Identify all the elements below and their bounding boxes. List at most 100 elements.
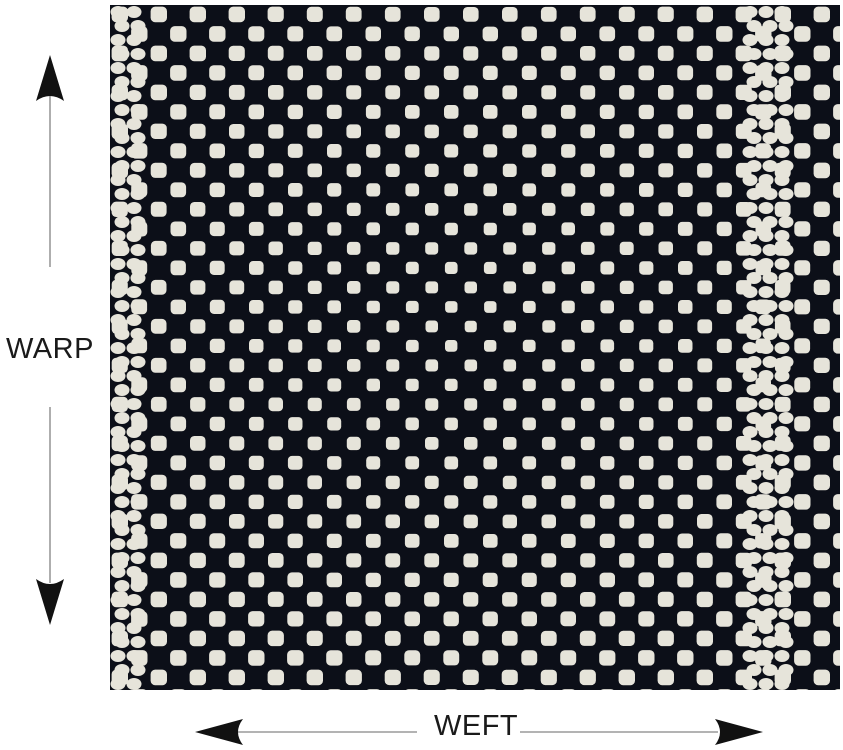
selvedge-thread (743, 174, 758, 186)
weft-float (248, 689, 264, 690)
weft-float (425, 164, 439, 177)
weft-float (814, 475, 830, 491)
selvedge-thread (759, 482, 774, 494)
selvedge-thread (743, 286, 758, 298)
selvedge-thread (131, 48, 146, 60)
weft-float (717, 222, 732, 236)
weft-float (619, 475, 634, 489)
selvedge-thread (743, 538, 758, 550)
selvedge-thread (131, 496, 146, 508)
selvedge-thread (115, 20, 130, 32)
weft-float (639, 222, 653, 236)
weft-float (425, 242, 438, 254)
selvedge-thread (759, 202, 774, 214)
weft-float (814, 163, 830, 179)
weft-float (269, 242, 283, 256)
selvedge-thread (775, 594, 790, 606)
weft-float (443, 650, 459, 665)
weft-float (209, 65, 225, 80)
weft-float (151, 514, 167, 529)
weft-float (542, 476, 556, 489)
selvedge-thread (127, 314, 142, 326)
selvedge-thread (131, 188, 146, 200)
weft-float (542, 359, 555, 371)
weft-float (639, 534, 654, 549)
weft-float (151, 202, 167, 217)
weft-float (794, 572, 810, 588)
weft-float (190, 46, 206, 62)
weft-float (483, 144, 497, 157)
selvedge-thread (131, 468, 146, 480)
weft-float (678, 300, 693, 314)
weft-float (209, 689, 225, 690)
selvedge-thread (763, 216, 778, 228)
weft-float (190, 163, 206, 178)
weft-float (406, 223, 419, 236)
weft-float (541, 46, 556, 61)
weft-float (326, 689, 342, 690)
selvedge-thread (127, 650, 142, 662)
weft-float (190, 514, 206, 529)
weft-float (503, 398, 516, 411)
weft-float (562, 301, 575, 314)
weft-float (229, 7, 245, 23)
selvedge-thread (779, 300, 794, 312)
selvedge-thread (763, 384, 778, 396)
weft-float (697, 46, 713, 61)
weft-float (581, 437, 595, 450)
selvedge-thread (115, 328, 130, 340)
weft-float (209, 611, 225, 627)
selvedge-thread (747, 188, 762, 200)
weft-float (639, 261, 653, 275)
selvedge-thread (759, 678, 774, 690)
selvedge-thread (743, 230, 758, 242)
weft-float (249, 534, 265, 549)
weft-float (697, 163, 712, 178)
selvedge-thread (111, 6, 126, 18)
weft-float (697, 7, 713, 23)
weft-float (307, 553, 322, 568)
weft-float (697, 397, 712, 411)
weft-float (794, 611, 810, 627)
weft-float (386, 359, 399, 371)
selvedge-thread (743, 566, 758, 578)
weft-float (697, 319, 712, 333)
weft-float (833, 221, 840, 237)
weft-float (366, 573, 381, 587)
weft-float (522, 66, 537, 80)
weft-float (542, 281, 555, 293)
selvedge-thread (763, 132, 778, 144)
weft-float (833, 299, 840, 315)
selvedge-thread (111, 202, 126, 214)
selvedge-thread (131, 160, 146, 172)
selvedge-thread (127, 230, 142, 242)
selvedge-thread (131, 76, 146, 88)
weft-float (170, 611, 186, 627)
selvedge-thread (779, 356, 794, 368)
weft-float (386, 242, 399, 255)
weft-float (619, 553, 634, 568)
weft-float (503, 437, 517, 450)
weft-float (171, 378, 187, 393)
weft-float (600, 183, 614, 197)
selvedge-thread (775, 370, 790, 382)
weft-float (151, 631, 167, 647)
weft-float (190, 592, 206, 608)
weft-float (210, 144, 226, 159)
selvedge-thread (763, 188, 778, 200)
weft-float (308, 398, 322, 411)
weft-float (248, 26, 264, 41)
weft-float (482, 650, 498, 665)
weft-float (639, 417, 653, 431)
weft-float (385, 46, 400, 61)
weft-float (190, 631, 206, 647)
weft-float (229, 319, 244, 333)
weft-float (405, 612, 421, 627)
weft-float (151, 163, 167, 178)
selvedge-thread (115, 664, 130, 676)
weft-float (600, 105, 615, 119)
selvedge-thread (743, 370, 758, 382)
weft-float (327, 495, 342, 509)
selvedge-thread (111, 622, 126, 634)
selvedge-thread (115, 608, 130, 620)
